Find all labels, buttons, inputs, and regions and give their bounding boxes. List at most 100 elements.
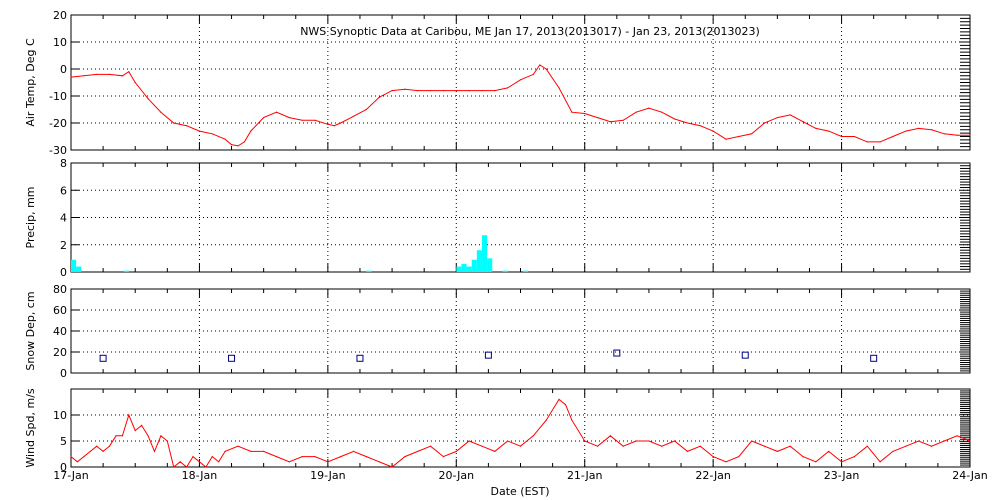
y-tick-label: 2: [60, 239, 67, 252]
data-point: [763, 122, 766, 124]
y-axis-label: Wind Spd, m/s: [24, 388, 37, 468]
data-point: [237, 445, 239, 447]
data-point: [584, 112, 586, 115]
y-tick-label: 10: [53, 36, 67, 49]
y-tick-label: 20: [53, 346, 67, 359]
data-point: [853, 135, 856, 138]
data-point: [141, 424, 143, 426]
y-tick-label: 0: [60, 461, 67, 474]
precip-bar: [71, 259, 77, 272]
x-tick-label: 18-Jan: [182, 469, 218, 482]
data-point: [776, 117, 778, 119]
data-point: [943, 133, 945, 135]
data-point: [455, 450, 457, 452]
data-point: [198, 461, 201, 463]
data-point: [494, 450, 496, 452]
data-point: [905, 130, 907, 132]
data-point: [699, 445, 701, 447]
precip-bar: [523, 270, 529, 272]
precip-bar: [471, 259, 477, 272]
y-tick-label: 20: [53, 9, 67, 22]
data-point: [661, 111, 663, 113]
data-point: [853, 456, 856, 458]
snow-depth-marker: [613, 349, 621, 357]
data-point: [70, 456, 72, 458]
data-point: [115, 435, 117, 437]
data-point: [571, 111, 573, 113]
series-line: [70, 398, 971, 468]
data-point: [275, 456, 278, 458]
precip-bar: [487, 258, 493, 272]
data-point: [185, 125, 188, 127]
data-point: [430, 90, 432, 92]
data-point: [205, 466, 207, 468]
data-point: [648, 440, 650, 442]
data-point: [481, 90, 483, 92]
precip-bar: [481, 235, 488, 272]
data-point: [918, 127, 920, 129]
snow-depth-marker: [99, 354, 107, 362]
data-point: [128, 71, 130, 73]
data-point: [314, 456, 316, 458]
y-tick-label: 0: [60, 63, 67, 76]
y-tick-label: 80: [53, 283, 67, 296]
y-tick-label: 4: [60, 212, 67, 225]
data-point: [969, 134, 971, 136]
data-point: [160, 111, 162, 113]
data-point: [776, 450, 778, 452]
data-point: [545, 68, 547, 70]
x-tick-label: 22-Jan: [695, 469, 731, 482]
panel-2: 0 20 40 60 80 Snow Dep, cm: [24, 283, 971, 380]
y-tick-label: 0: [60, 367, 67, 380]
y-tick-label: 40: [53, 325, 67, 338]
snow-depth-marker: [741, 351, 749, 359]
data-point: [558, 87, 560, 89]
data-point: [365, 108, 367, 111]
data-point: [930, 129, 933, 131]
data-point: [237, 145, 239, 147]
data-point: [545, 419, 547, 421]
data-point: [622, 119, 624, 121]
data-point: [507, 440, 509, 442]
data-point: [564, 404, 567, 406]
y-tick-label: 0: [60, 266, 67, 279]
data-point: [340, 456, 342, 458]
data-point: [635, 440, 637, 442]
data-point: [712, 456, 714, 458]
data-point: [455, 90, 457, 92]
data-point: [96, 73, 98, 75]
panel-3: 0 5 10 Wind Spd, m/s: [24, 388, 971, 474]
data-point: [198, 130, 201, 132]
data-point: [738, 456, 740, 458]
data-point: [866, 141, 868, 143]
y-tick-label: -10: [49, 90, 67, 103]
data-point: [128, 414, 130, 416]
data-point: [147, 435, 149, 437]
snow-depth-marker: [228, 354, 236, 362]
data-point: [121, 435, 123, 437]
chart-title: NWS Synoptic Data at Caribou, ME Jan 17,…: [300, 25, 760, 38]
data-point: [622, 445, 624, 447]
data-point: [956, 435, 958, 437]
snow-depth-marker: [870, 354, 878, 362]
data-point: [89, 450, 91, 452]
data-point: [430, 445, 432, 447]
data-point: [327, 461, 329, 463]
y-tick-label: 10: [53, 409, 67, 422]
data-point: [969, 440, 971, 442]
data-point: [596, 117, 599, 119]
data-point: [494, 90, 496, 92]
precip-bar: [123, 270, 129, 272]
data-point: [153, 450, 156, 452]
data-point: [609, 121, 612, 123]
data-point: [173, 466, 175, 468]
x-tick-label: 21-Jan: [567, 469, 603, 482]
data-point: [956, 134, 958, 136]
data-point: [930, 445, 933, 447]
data-point: [301, 456, 303, 458]
x-tick-label: 23-Jan: [824, 469, 860, 482]
data-point: [635, 111, 637, 113]
data-point: [532, 435, 534, 437]
data-point: [802, 121, 804, 123]
data-point: [314, 119, 316, 121]
